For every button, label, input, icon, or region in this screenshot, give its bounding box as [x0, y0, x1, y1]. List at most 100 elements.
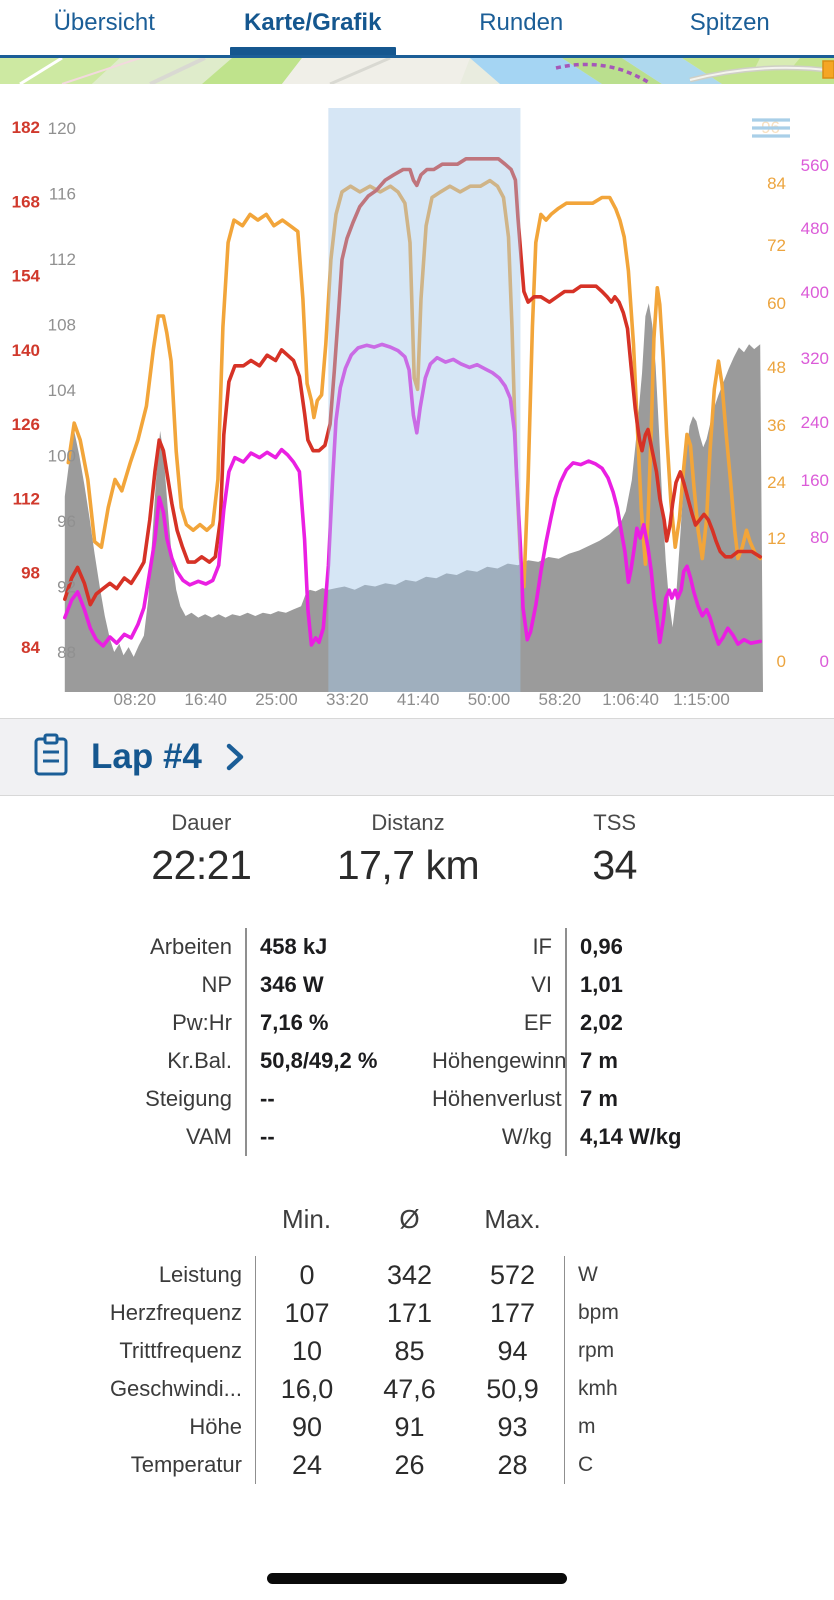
detail-row-steigung: Steigung -- Höhenverlust 7 m	[55, 1080, 780, 1118]
minmax-avg: 47,6	[383, 1373, 436, 1404]
detail-label: Steigung	[145, 1086, 232, 1111]
metric-value: 17,7 km	[336, 842, 480, 888]
minmax-row-h-he: Höhe 90 91 93 m	[55, 1408, 815, 1446]
minmax-min: 0	[255, 1256, 358, 1294]
detail-row-np: NP 346 W VI 1,01	[55, 966, 780, 1004]
detail-value: 7,16 %	[245, 1004, 432, 1042]
time-axis-tick: 1:06:40	[602, 690, 659, 709]
time-axis-tick: 50:00	[468, 690, 511, 709]
power-axis-tick: 240	[801, 413, 829, 432]
lap-header-row[interactable]: Lap #4	[0, 718, 834, 796]
cadence-axis-tick: 48	[767, 358, 786, 377]
power-axis-tick: 80	[810, 528, 829, 547]
time-axis-tick: 08:20	[114, 690, 157, 709]
minmax-max: 177	[489, 1297, 536, 1328]
minmax-unit: kmh	[564, 1370, 724, 1408]
tab-bersicht[interactable]: Übersicht	[53, 9, 155, 36]
hr-axis-tick: 140	[12, 341, 40, 360]
minmax-label: Temperatur	[130, 1452, 242, 1477]
detail-value: 1,01	[565, 966, 780, 1004]
tab-spitzen[interactable]: Spitzen	[689, 9, 770, 36]
elevation-axis-tick: 92	[57, 578, 76, 597]
detail-label: W/kg	[501, 1124, 552, 1149]
cadence-axis-tick: 84	[767, 174, 786, 193]
tab-list: Übersicht Karte/Grafik Runden Spitzen	[0, 0, 834, 46]
hr-axis-tick: 126	[12, 415, 40, 434]
cadence-axis-tick: 24	[767, 473, 786, 492]
home-indicator[interactable]	[267, 1573, 567, 1584]
detail-label: Höhenverlust	[432, 1086, 562, 1111]
cadence-axis-tick: 72	[767, 236, 786, 255]
selected-lap-highlight[interactable]	[328, 108, 521, 692]
minmax-max: 94	[497, 1335, 528, 1366]
minmax-unit: bpm	[564, 1294, 724, 1332]
minmax-row-leistung: Leistung 0 342 572 W	[55, 1256, 815, 1294]
minmax-min: 24	[255, 1446, 358, 1484]
summary-distanz: Distanz 17,7 km	[305, 810, 512, 889]
map-preview-strip[interactable]	[0, 58, 834, 84]
tab-karte-grafik[interactable]: Karte/Grafik	[244, 9, 382, 36]
minmax-unit: m	[564, 1408, 724, 1446]
elevation-axis-tick: 108	[48, 316, 76, 335]
chevron-right-icon[interactable]	[224, 740, 246, 774]
detail-value: 7 m	[565, 1042, 780, 1080]
metric-value: 22:21	[151, 842, 252, 888]
minmax-avg: 85	[394, 1335, 425, 1366]
time-axis-tick: 16:40	[184, 690, 227, 709]
lap-details-table: Arbeiten 458 kJ IF 0,96 NP 346 W VI 1,01 Pw:Hr 7,…	[55, 928, 780, 1156]
clipboard-icon	[33, 733, 69, 782]
multi-series-chart[interactable]: 1821681541401261129884120116112108104100…	[0, 95, 834, 717]
minmax-max: 572	[489, 1259, 536, 1290]
hr-axis-tick: 182	[12, 118, 40, 137]
minmax-label: Herzfrequenz	[109, 1300, 242, 1325]
minmax-unit: C	[564, 1446, 724, 1484]
elevation-axis-tick: 100	[48, 447, 76, 466]
lap-summary-metrics: Dauer 22:21 Distanz 17,7 km TSS 34	[98, 810, 718, 889]
detail-label: Kr.Bal.	[167, 1048, 232, 1073]
power-axis-tick: 560	[801, 156, 829, 175]
detail-label: VI	[531, 972, 552, 997]
min-avg-max-table: Min. Ø Max. Leistung 0 342 572 W Herzfrequenz 107…	[55, 1196, 815, 1484]
metric-label: Distanz	[371, 810, 445, 835]
hr-axis-tick: 168	[12, 192, 40, 211]
time-axis-tick: 25:00	[255, 690, 298, 709]
minmax-row-temperatur: Temperatur 24 26 28 C	[55, 1446, 815, 1484]
detail-label: Pw:Hr	[172, 1010, 232, 1035]
minmax-avg: 171	[386, 1297, 433, 1328]
detail-row-kr-bal: Kr.Bal. 50,8/49,2 % Höhengewinn 7 m	[55, 1042, 780, 1080]
time-axis-tick: 33:20	[326, 690, 369, 709]
summary-tss: TSS 34	[511, 810, 718, 889]
power-axis-tick: 480	[801, 219, 829, 238]
minmax-row-herzfrequenz: Herzfrequenz 107 171 177 bpm	[55, 1294, 815, 1332]
detail-value: 0,96	[565, 928, 780, 966]
minmax-avg: 91	[394, 1411, 425, 1442]
power-axis-tick: 0	[820, 652, 829, 671]
minmax-row-trittfrequenz: Trittfrequenz 10 85 94 rpm	[55, 1332, 815, 1370]
time-axis-tick: 58:20	[539, 690, 582, 709]
tab-runden[interactable]: Runden	[479, 9, 564, 36]
detail-value: 4,14 W/kg	[565, 1118, 780, 1156]
minmax-min: 107	[255, 1294, 358, 1332]
activity-graph[interactable]: 182 168 154 140 126 112 98 84 120 116 112 108 104 100…	[0, 95, 834, 717]
minmax-unit: rpm	[564, 1332, 724, 1370]
detail-value: --	[245, 1118, 432, 1156]
elevation-axis-tick: 112	[49, 250, 76, 269]
minmax-label: Trittfrequenz	[119, 1338, 242, 1363]
summary-dauer: Dauer 22:21	[98, 810, 305, 889]
detail-label: Höhengewinn	[432, 1048, 567, 1073]
cadence-axis-tick: 0	[777, 652, 786, 671]
cadence-axis-tick: 36	[767, 416, 786, 435]
power-axis-tick: 160	[801, 471, 829, 490]
detail-value: --	[245, 1080, 432, 1118]
minmax-max: 28	[497, 1449, 528, 1480]
heart-rate-line	[63, 156, 763, 607]
elevation-axis-tick: 116	[49, 185, 76, 204]
column-header-: Ø	[399, 1203, 420, 1234]
minmax-max: 50,9	[486, 1373, 539, 1404]
minmax-avg: 26	[394, 1449, 425, 1480]
detail-row-vam: VAM -- W/kg 4,14 W/kg	[55, 1118, 780, 1156]
column-header-max: Max.	[484, 1203, 541, 1234]
detail-row-pw-hr: Pw:Hr 7,16 % EF 2,02	[55, 1004, 780, 1042]
detail-value: 7 m	[565, 1080, 780, 1118]
column-header-empty	[564, 1200, 724, 1238]
